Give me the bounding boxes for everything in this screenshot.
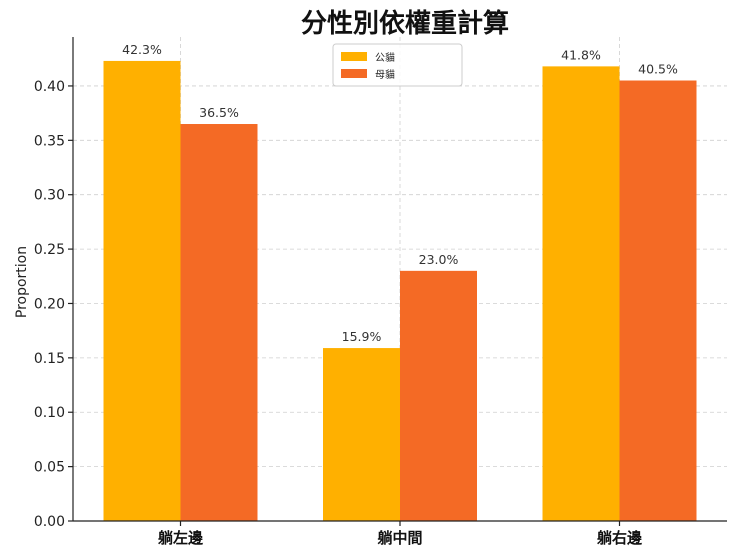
data-label: 42.3% xyxy=(122,42,162,57)
y-tick-label: 0.40 xyxy=(34,79,65,95)
y-tick-label: 0.00 xyxy=(34,514,65,530)
x-tick-label: 躺右邊 xyxy=(597,529,642,547)
y-tick-label: 0.35 xyxy=(34,133,65,149)
data-label: 36.5% xyxy=(199,105,239,120)
bar xyxy=(323,348,400,521)
y-tick-label: 0.15 xyxy=(34,351,65,367)
legend-swatch xyxy=(341,69,367,78)
y-tick-label: 0.25 xyxy=(34,242,65,258)
data-label: 23.0% xyxy=(419,252,459,267)
bar xyxy=(103,60,181,521)
axes: 0.00 0.05 0.10 0.15 0.20 0.25 0.30 0.35 0.40 躺左邊 躺… xyxy=(34,37,727,547)
x-tick-label: 躺左邊 xyxy=(158,529,203,547)
legend-label: 母貓 xyxy=(375,68,395,81)
y-tick-label: 0.20 xyxy=(34,296,65,312)
legend-label: 公貓 xyxy=(375,51,395,64)
bar xyxy=(180,124,258,522)
data-label: 15.9% xyxy=(342,329,382,344)
data-labels: 42.3% 36.5% 15.9% 23.0% 41.8% 40.5% xyxy=(122,42,678,344)
data-label: 40.5% xyxy=(638,62,678,77)
bar xyxy=(400,270,477,521)
chart-title: 分性別依權重計算 xyxy=(301,8,509,39)
y-tick-label: 0.10 xyxy=(34,405,65,421)
y-tick-label: 0.05 xyxy=(34,460,65,476)
legend-swatch xyxy=(341,52,367,61)
y-axis-label: Proportion xyxy=(14,246,30,318)
x-tick-label: 躺中間 xyxy=(377,529,422,547)
y-tick-label: 0.30 xyxy=(34,188,65,204)
bar xyxy=(542,66,620,521)
legend-box xyxy=(332,43,463,87)
bars xyxy=(103,60,697,522)
bar xyxy=(619,80,697,521)
data-label: 41.8% xyxy=(561,47,601,62)
